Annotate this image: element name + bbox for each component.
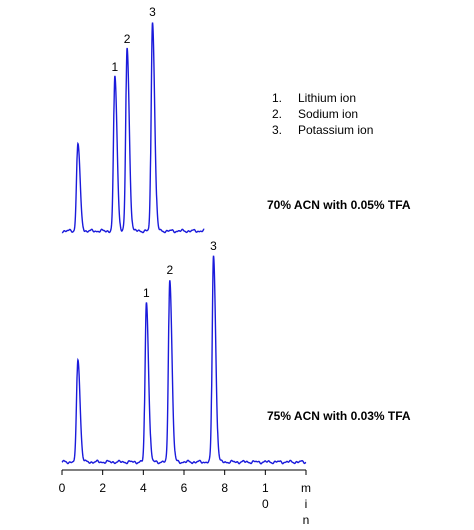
chromatogram-trace-1 xyxy=(61,22,205,234)
x-axis-label: i xyxy=(305,497,308,511)
condition-label-bottom: 75% ACN with 0.03% TFA xyxy=(267,409,411,423)
legend-label: Potassium ion xyxy=(298,123,374,137)
x-tick-label: 0 xyxy=(262,497,269,511)
x-tick-label: 6 xyxy=(181,481,188,495)
legend-number: 3. xyxy=(272,123,283,137)
peak-label: 2 xyxy=(166,263,173,277)
x-tick-label: 4 xyxy=(140,481,147,495)
chromatogram-trace-2 xyxy=(61,255,307,465)
legend-label: Sodium ion xyxy=(298,107,359,121)
x-tick-label: 1 xyxy=(262,481,269,495)
peak-label: 3 xyxy=(149,5,156,19)
peak-label: 3 xyxy=(210,239,217,253)
peak-label: 2 xyxy=(124,32,131,46)
legend-number: 1. xyxy=(272,91,283,105)
x-axis-label: m xyxy=(301,481,311,495)
condition-label-top: 70% ACN with 0.05% TFA xyxy=(267,198,411,212)
peak-label: 1 xyxy=(112,60,119,74)
legend: 1. Lithium ion 2. Sodium ion 3. Potassium i… xyxy=(272,90,373,138)
peak-label: 1 xyxy=(143,286,150,300)
legend-number: 2. xyxy=(272,107,283,121)
traces-layer xyxy=(61,22,307,465)
x-tick-label: 0 xyxy=(59,481,66,495)
x-tick-label: 8 xyxy=(221,481,228,495)
legend-label: Lithium ion xyxy=(298,91,357,105)
legend-item-1: 1. Lithium ion xyxy=(272,90,373,106)
x-tick-label: 2 xyxy=(99,481,106,495)
x-axis-label: n xyxy=(303,513,310,527)
legend-item-3: 3. Potassium ion xyxy=(272,122,373,138)
legend-item-2: 2. Sodium ion xyxy=(272,106,373,122)
